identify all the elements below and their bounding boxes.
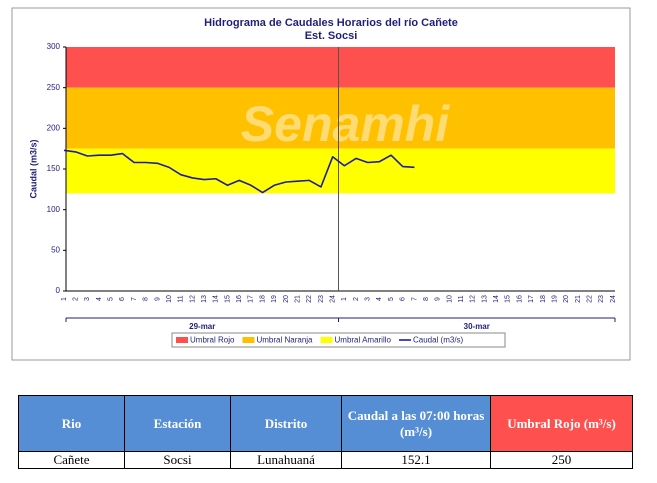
x-tick-label: 2 [353,297,360,301]
x-tick-label: 14 [493,295,500,303]
caudal-line [63,149,415,194]
legend-box [171,332,506,348]
y-tick-label: 250 [47,83,61,92]
x-tick-label: 4 [96,297,103,301]
x-tick-label: 16 [516,295,523,303]
y-tick-label: 0 [56,286,61,295]
header-cell: Umbral Rojo (m³/s) [490,395,633,452]
summary-table: Rio Estación Distrito Caudal a las 07:00… [18,395,633,469]
cell: 250 [490,451,633,469]
x-tick-label: 9 [154,297,161,301]
x-tick-label: 2 [73,297,80,301]
group-label: 30-mar [464,322,490,331]
y-tick-label: 50 [51,245,60,254]
x-tick-label: 14 [213,295,220,303]
group-label: 29-mar [189,322,215,331]
x-tick-label: 19 [551,295,558,303]
x-tick-label: 9 [435,297,442,301]
x-tick-label: 5 [388,297,395,301]
x-tick-label: 22 [586,295,593,303]
x-tick-label: 1 [61,297,68,301]
watermark: Senamhi [241,96,451,152]
threshold-band [66,148,615,194]
x-tick-label: 21 [294,295,301,303]
x-tick-label: 18 [540,295,547,303]
y-tick-label: 300 [47,42,61,51]
x-tick-label: 17 [528,295,535,303]
y-axis-label: Caudal (m3/s) [28,139,38,198]
legend-label: Umbral Amarillo [335,336,392,345]
threshold-band [66,87,615,149]
x-tick-label: 11 [458,295,465,302]
x-tick-label: 12 [189,295,196,303]
x-tick-label: 12 [470,295,477,303]
x-tick-label: 21 [575,295,582,303]
legend-swatch [242,337,255,343]
x-tick-label: 5 [108,297,115,301]
header-cell: Estación [124,395,231,452]
cell: Socsi [124,451,231,469]
x-tick-label: 10 [166,295,173,303]
x-tick-label: 16 [236,295,243,303]
x-tick-label: 23 [598,295,605,303]
legend-swatch [320,337,333,343]
chart-title: Hidrograma de Caudales Horarios del río … [204,17,458,29]
x-tick-label: 24 [610,295,617,303]
x-tick-label: 4 [376,297,383,301]
x-tick-label: 15 [505,295,512,303]
cell: 152.1 [341,451,491,469]
x-tick-label: 10 [446,295,453,303]
x-tick-label: 19 [271,295,278,303]
x-tick-label: 17 [248,295,255,303]
legend-label: Umbral Naranja [256,336,313,345]
x-tick-label: 3 [84,297,91,301]
cell: Cañete [18,451,125,469]
x-tick-label: 3 [365,297,372,301]
x-tick-label: 11 [178,295,185,302]
legend-label: Umbral Rojo [190,336,235,345]
x-tick-label: 20 [563,295,570,303]
x-tick-label: 7 [411,297,418,301]
y-tick-label: 100 [47,205,61,214]
threshold-band [66,47,615,88]
x-tick-label: 22 [306,295,313,303]
x-tick-label: 8 [423,297,430,301]
x-tick-label: 20 [283,295,290,303]
cell: Lunahuaná [230,451,342,469]
header-cell: Caudal a las 07:00 horas (m³/s) [341,395,491,452]
x-tick-label: 6 [119,297,126,301]
x-tick-label: 15 [224,295,231,303]
legend-swatch [176,337,188,343]
chart: Hidrograma de Caudales Horarios del río … [11,7,631,361]
x-tick-label: 23 [318,295,325,303]
x-tick-label: 7 [131,297,138,301]
x-tick-label: 1 [341,297,348,301]
x-tick-label: 24 [330,295,337,303]
y-tick-label: 150 [47,164,61,173]
x-tick-label: 6 [400,297,407,301]
legend-label: Caudal (m3/s) [413,336,464,345]
header-cell: Distrito [230,395,342,452]
x-tick-label: 18 [259,295,266,303]
y-tick-label: 200 [47,123,61,132]
x-tick-label: 13 [201,295,208,303]
header-cell: Rio [18,395,125,452]
x-tick-label: 13 [481,295,488,303]
chart-subtitle: Est. Socsi [305,30,358,42]
x-tick-label: 8 [143,297,150,301]
